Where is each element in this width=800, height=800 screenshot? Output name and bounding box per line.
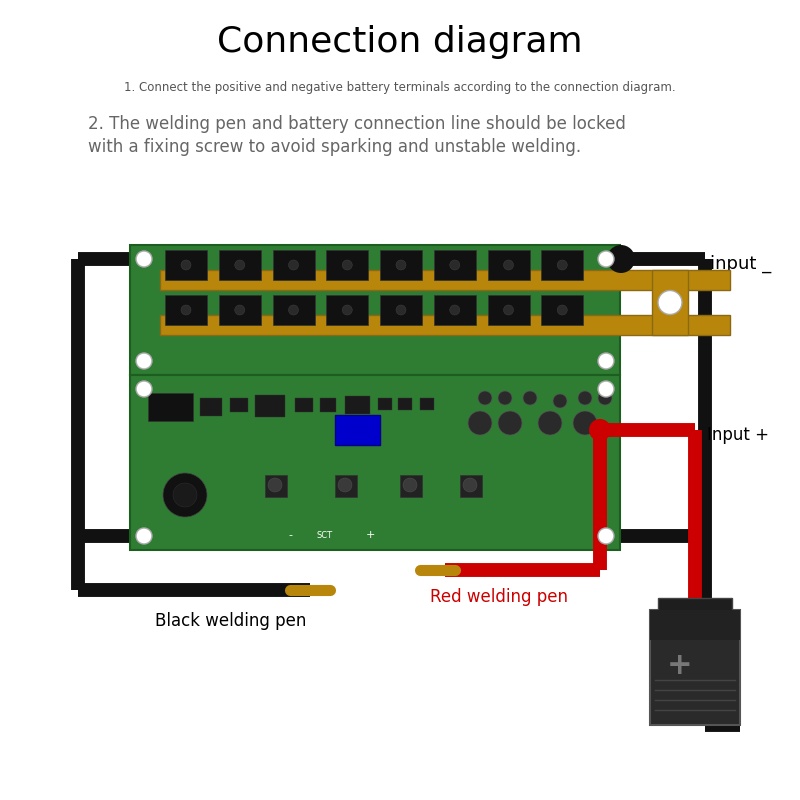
Bar	[218, 295, 261, 325]
Bar	[200, 398, 222, 416]
Circle shape	[607, 245, 635, 273]
Bar	[326, 250, 368, 280]
Circle shape	[403, 478, 417, 492]
Bar	[295, 398, 313, 412]
Bar	[230, 398, 248, 412]
Circle shape	[598, 353, 614, 369]
Bar	[160, 270, 730, 290]
Bar	[652, 270, 688, 335]
Bar	[265, 475, 287, 497]
Circle shape	[598, 391, 612, 405]
Bar	[542, 295, 583, 325]
Bar	[273, 250, 314, 280]
Bar	[326, 295, 368, 325]
Circle shape	[503, 260, 514, 270]
Bar	[320, 398, 336, 412]
Bar	[273, 295, 314, 325]
Circle shape	[598, 381, 614, 397]
Circle shape	[338, 478, 352, 492]
Bar	[218, 250, 261, 280]
Circle shape	[163, 473, 207, 517]
Circle shape	[468, 411, 492, 435]
Bar	[658, 598, 732, 612]
Bar	[165, 250, 207, 280]
Bar	[130, 375, 620, 550]
Bar	[420, 398, 434, 410]
Bar	[400, 475, 422, 497]
Circle shape	[658, 290, 682, 314]
Circle shape	[173, 483, 197, 507]
Text: SCT: SCT	[317, 531, 333, 540]
Circle shape	[342, 305, 352, 315]
Text: Connection diagram: Connection diagram	[217, 25, 583, 59]
Bar	[378, 398, 392, 410]
Bar	[380, 250, 422, 280]
Circle shape	[538, 411, 562, 435]
Bar	[380, 295, 422, 325]
Circle shape	[396, 305, 406, 315]
Text: Input +: Input +	[707, 426, 769, 444]
Bar	[335, 415, 380, 445]
Circle shape	[578, 391, 592, 405]
Text: -: -	[288, 530, 292, 540]
Bar	[148, 393, 193, 421]
Circle shape	[342, 260, 352, 270]
Circle shape	[181, 305, 191, 315]
Circle shape	[450, 260, 460, 270]
Circle shape	[234, 305, 245, 315]
Circle shape	[558, 260, 567, 270]
Circle shape	[181, 260, 191, 270]
Text: 2. The welding pen and battery connection line should be locked: 2. The welding pen and battery connectio…	[88, 115, 626, 133]
Circle shape	[598, 251, 614, 267]
Circle shape	[234, 260, 245, 270]
Bar	[487, 250, 530, 280]
Circle shape	[289, 260, 298, 270]
Circle shape	[589, 419, 611, 441]
Text: +: +	[667, 650, 693, 679]
Text: Black welding pen: Black welding pen	[155, 612, 306, 630]
Circle shape	[573, 411, 597, 435]
Circle shape	[498, 391, 512, 405]
Circle shape	[558, 305, 567, 315]
Bar	[160, 315, 730, 335]
Bar	[434, 295, 476, 325]
Bar	[487, 295, 530, 325]
Text: with a fixing screw to avoid sparking and unstable welding.: with a fixing screw to avoid sparking an…	[88, 138, 581, 156]
Text: +: +	[366, 530, 374, 540]
Circle shape	[136, 528, 152, 544]
Bar	[650, 610, 740, 640]
Text: input _: input _	[710, 255, 771, 274]
Circle shape	[463, 478, 477, 492]
Bar	[398, 398, 412, 410]
Circle shape	[598, 528, 614, 544]
Circle shape	[136, 381, 152, 397]
Circle shape	[478, 391, 492, 405]
Bar	[460, 475, 482, 497]
Bar	[434, 250, 476, 280]
Circle shape	[396, 260, 406, 270]
Bar	[542, 250, 583, 280]
Bar	[165, 295, 207, 325]
Bar	[345, 396, 370, 414]
Circle shape	[136, 353, 152, 369]
Circle shape	[553, 394, 567, 408]
Circle shape	[289, 305, 298, 315]
Circle shape	[498, 411, 522, 435]
Circle shape	[450, 305, 460, 315]
Bar	[255, 395, 285, 417]
Bar	[130, 245, 620, 375]
Text: Red welding pen: Red welding pen	[430, 588, 568, 606]
Text: 1. Connect the positive and negative battery terminals according to the connecti: 1. Connect the positive and negative bat…	[124, 82, 676, 94]
Circle shape	[268, 478, 282, 492]
Bar	[335, 475, 357, 497]
Circle shape	[523, 391, 537, 405]
Circle shape	[136, 251, 152, 267]
Bar	[650, 610, 740, 725]
Circle shape	[503, 305, 514, 315]
